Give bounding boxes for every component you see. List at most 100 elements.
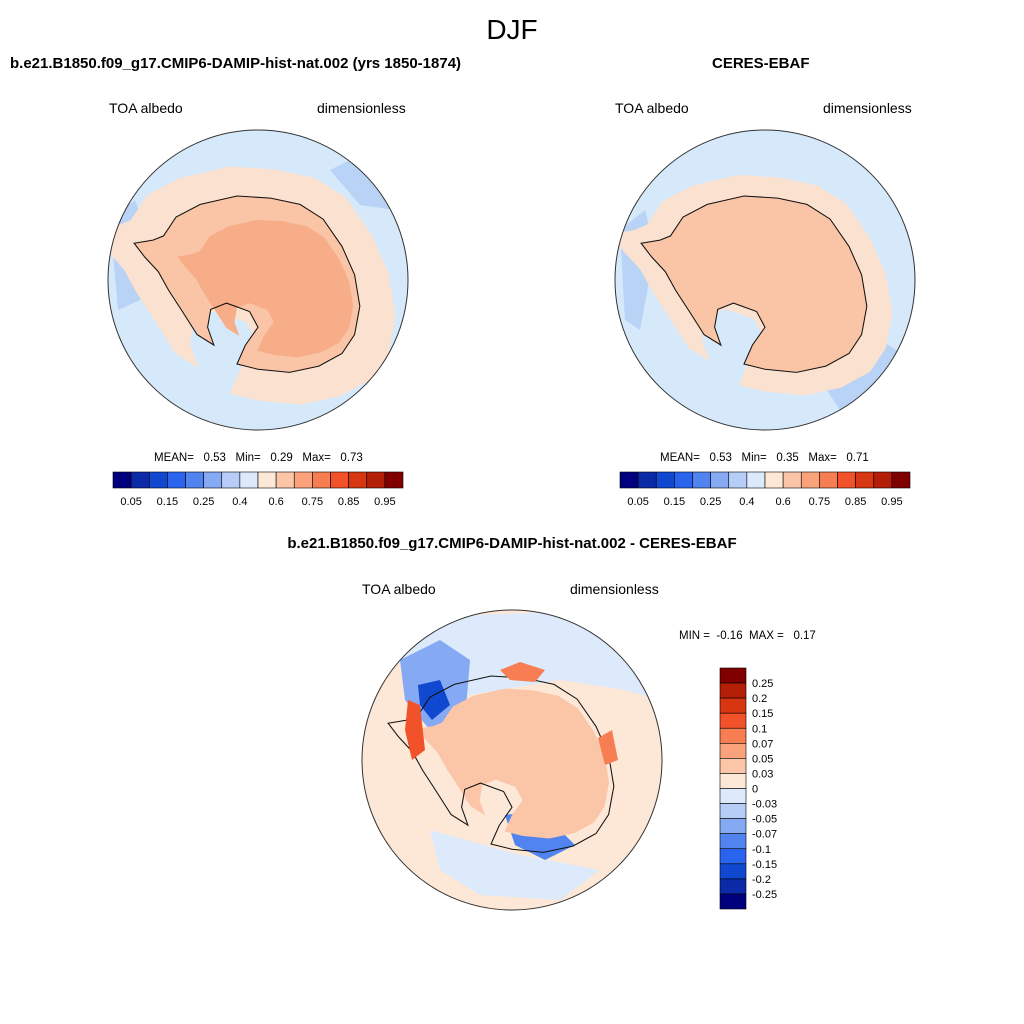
obs-colorbar-tick-label: 0.25 <box>700 496 721 508</box>
diff-colorbar-box <box>719 773 747 789</box>
model-colorbar-box <box>239 471 259 489</box>
diff-min-label: MIN = <box>679 630 710 642</box>
diff-colorbar-box <box>719 788 747 804</box>
model-colorbar-box <box>167 471 186 489</box>
obs-colorbar-tick-label: 0.75 <box>809 496 830 508</box>
diff-zero-zone-south <box>430 830 600 900</box>
diff-colorbar-box <box>719 682 747 699</box>
diff-colorbar-box <box>719 712 747 729</box>
model-colorbar-tick-label: 0.25 <box>193 496 214 508</box>
obs-colorbar-box <box>873 471 893 489</box>
obs-mean-label: MEAN= <box>660 452 700 464</box>
diff-colorbar-tick-label: -0.07 <box>752 829 777 841</box>
diff-colorbar-box <box>719 848 747 865</box>
diff-colorbar-box <box>719 878 747 895</box>
season-title: DJF <box>486 14 538 45</box>
obs-stats: MEAN= 0.53 Min= 0.35 Max= 0.71 <box>660 452 869 464</box>
obs-colorbar-tick-label: 0.05 <box>627 496 648 508</box>
diff-colorbar-tick-label: -0.15 <box>752 859 777 871</box>
model-colorbar: 0.05 0.15 0.25 0.4 0.6 0.75 0.85 0.95 <box>112 471 404 508</box>
model-panel-title: b.e21.B1850.f09_g17.CMIP6-DAMIP-hist-nat… <box>10 55 462 72</box>
diff-variable-label: TOA albedo <box>362 581 436 597</box>
diff-colorbar-tick-label: -0.25 <box>752 889 777 901</box>
model-colorbar-box <box>148 471 168 489</box>
diff-colorbar-tick-label: 0.2 <box>752 693 767 705</box>
model-colorbar-tick-label: 0.95 <box>374 496 395 508</box>
obs-colorbar-box <box>891 471 911 489</box>
diff-colorbar-box <box>719 803 747 819</box>
obs-colorbar-box <box>619 471 639 489</box>
diff-map-border <box>361 609 663 911</box>
diff-colorbar-tick-label: 0.1 <box>752 723 767 735</box>
diff-positive-peninsula <box>405 700 425 760</box>
obs-colorbar-box <box>855 471 875 489</box>
obs-max-value: 0.71 <box>846 452 869 464</box>
diff-colorbar-tick-label: 0.25 <box>752 678 773 690</box>
diff-colorbar-tick-label: 0.03 <box>752 768 773 780</box>
model-mean-label: MEAN= <box>154 452 194 464</box>
model-max-label: Max= <box>302 452 331 464</box>
model-stats: MEAN= 0.53 Min= 0.29 Max= 0.73 <box>154 452 363 464</box>
obs-colorbar-box <box>746 471 766 489</box>
diff-positive-north <box>500 662 545 682</box>
model-max-value: 0.73 <box>340 452 363 464</box>
obs-colorbar-box <box>710 471 730 489</box>
model-colorbar-box <box>366 471 386 489</box>
model-colorbar-box <box>384 471 404 489</box>
diff-colorbar-box <box>719 667 747 684</box>
diff-colorbar-box <box>719 863 747 880</box>
diff-colorbar-tick-label: 0.07 <box>752 738 773 750</box>
obs-colorbar-tick-label: 0.15 <box>664 496 685 508</box>
diff-colorbar-box <box>719 697 747 714</box>
model-mean-value: 0.53 <box>203 452 226 464</box>
obs-colorbar-box <box>655 471 675 489</box>
model-colorbar-box <box>330 471 349 489</box>
model-colorbar-tick-label: 0.75 <box>302 496 323 508</box>
diff-positive-east <box>598 730 618 765</box>
obs-colorbar-box <box>674 471 693 489</box>
diff-colorbar-box <box>719 893 747 910</box>
model-colorbar-box <box>185 471 204 489</box>
diff-colorbar-box <box>719 833 747 850</box>
obs-colorbar-box <box>764 471 784 489</box>
model-colorbar-box <box>293 471 313 489</box>
model-colorbar-tick-label: 0.4 <box>232 496 247 508</box>
model-colorbar-box <box>348 471 368 489</box>
obs-colorbar-tick-label: 0.4 <box>739 496 754 508</box>
model-colorbar-box <box>275 471 295 489</box>
diff-colorbar-tick-label: -0.03 <box>752 799 777 811</box>
diff-max-label: MAX = <box>749 630 784 642</box>
model-colorbar-box <box>112 471 132 489</box>
obs-colorbar-tick-label: 0.6 <box>775 496 790 508</box>
model-colorbar-box <box>257 471 277 489</box>
model-colorbar-box <box>221 471 241 489</box>
obs-colorbar-box <box>692 471 711 489</box>
obs-colorbar-box <box>800 471 820 489</box>
obs-panel-title: CERES-EBAF <box>712 55 810 72</box>
diff-colorbar-tick-label: -0.1 <box>752 844 771 856</box>
obs-colorbar-tick-label: 0.95 <box>881 496 902 508</box>
model-colorbar-tick-label: 0.05 <box>120 496 141 508</box>
diff-colorbar-tick-label: 0 <box>752 784 758 796</box>
model-variable-label: TOA albedo <box>109 100 183 116</box>
model-colorbar-box <box>312 471 331 489</box>
obs-map-border <box>614 129 916 431</box>
model-colorbar-tick-label: 0.85 <box>338 496 359 508</box>
obs-colorbar-box <box>728 471 748 489</box>
diff-colorbar-tick-label: -0.2 <box>752 874 771 886</box>
obs-colorbar-tick-label: 0.85 <box>845 496 866 508</box>
obs-min-value: 0.35 <box>776 452 799 464</box>
diff-negative-core <box>418 680 450 720</box>
obs-max-label: Max= <box>808 452 837 464</box>
model-colorbar-box <box>130 471 150 489</box>
diff-panel-title: b.e21.B1850.f09_g17.CMIP6-DAMIP-hist-nat… <box>287 535 737 552</box>
diff-colorbar: 0.25 0.2 0.15 0.1 0.07 0.05 0.03 0 -0.03 -0.05 -0.… <box>719 667 777 910</box>
diff-colorbar-box <box>719 818 747 834</box>
model-colorbar-box <box>203 471 223 489</box>
model-map-border <box>107 129 409 431</box>
diff-colorbar-box <box>719 758 747 774</box>
model-colorbar-tick-label: 0.15 <box>157 496 178 508</box>
obs-variable-label: TOA albedo <box>615 100 689 116</box>
obs-colorbar-box <box>637 471 657 489</box>
